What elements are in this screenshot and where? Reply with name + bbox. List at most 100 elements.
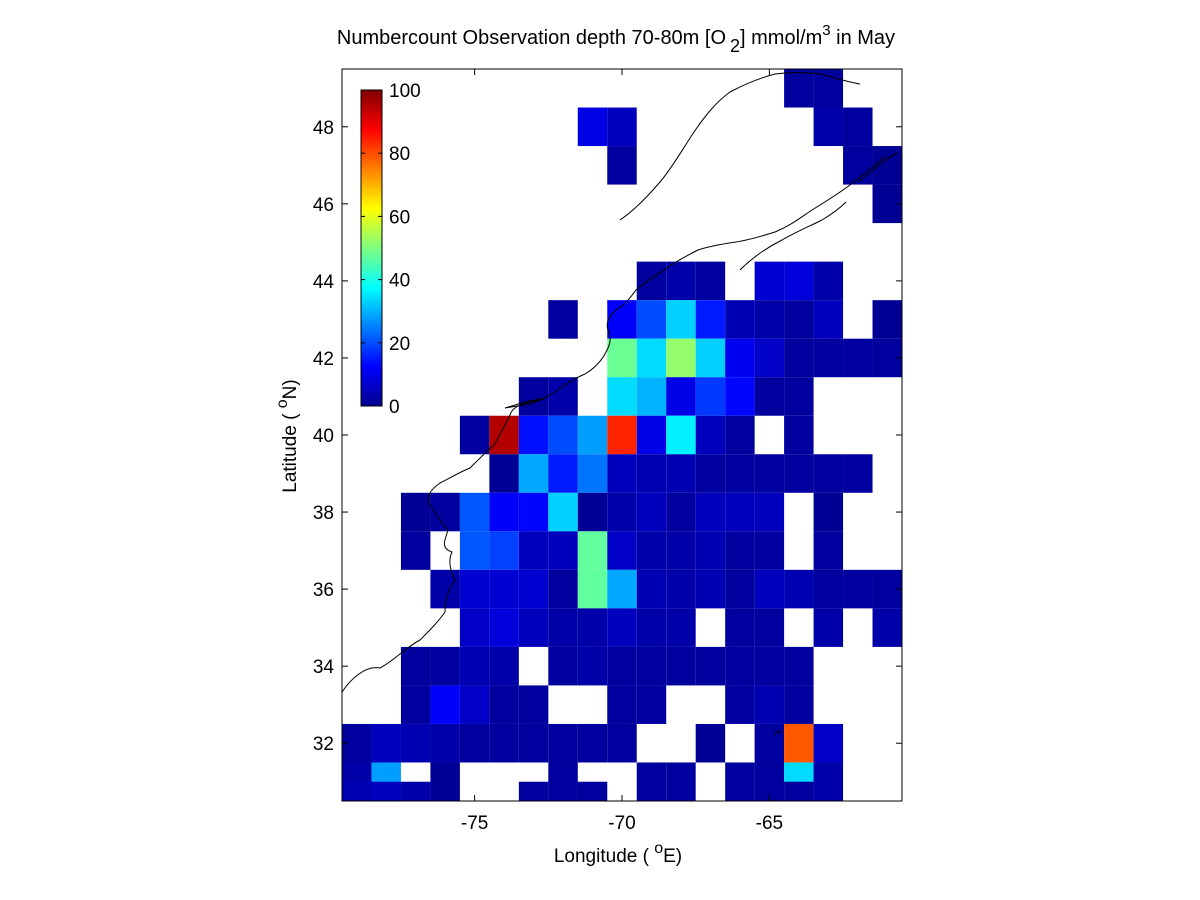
heatmap-cell [607,454,637,493]
x-tick-label: -65 [756,813,783,834]
heatmap-cell [636,415,667,455]
heatmap-cell [430,685,460,724]
heatmap-cell [577,569,608,609]
heatmap-cell [695,492,726,532]
heatmap-cell [577,454,608,493]
heatmap-cell [813,569,844,609]
heatmap-cell [459,723,490,763]
heatmap-cell [548,569,578,609]
y-tick-label: 34 [313,657,335,678]
title-rest: ] mmol/m [740,27,822,49]
heatmap-cell [725,569,755,609]
heatmap-cell [577,531,608,570]
plot-area [341,69,902,801]
heatmap-cell [784,723,814,763]
heatmap-cell [430,492,460,532]
title-subscript: 2 [730,36,740,56]
heatmap-cell [784,569,814,609]
x-tick-label: -75 [461,813,488,834]
heatmap-cell [754,377,785,416]
heatmap-cell [843,146,873,185]
colorbar-ticks: 0 20 40 60 80 100 [361,81,421,418]
heatmap-cell [813,300,844,339]
heatmap-cell [636,531,667,570]
heatmap-cell [636,569,667,609]
heatmap-cell [430,646,460,686]
heatmap-cell [636,492,667,532]
heatmap-cell [813,69,844,108]
heatmap-cell [725,300,755,339]
heatmap-cell [400,781,431,801]
heatmap-cell [695,300,726,339]
heatmap-cell [518,454,549,493]
heatmap-cell [607,685,637,724]
heatmap-cell [843,107,873,147]
colorbar: 0 20 40 60 80 100 [360,81,421,418]
heatmap-cell [725,377,755,416]
y-tick-label: 42 [313,349,334,370]
heatmap-cell [518,608,549,647]
heatmap-cell [518,723,549,763]
heatmap-cell [400,492,431,532]
heatmap-cell [636,338,667,378]
heatmap-cell [636,261,667,301]
heatmap-cell [695,338,726,378]
colorbar-tick-label: 20 [389,334,410,355]
y-label-pre: Latitude ( [280,408,301,493]
heatmap-cell [666,261,696,301]
heatmap-cell [636,762,667,801]
heatmap-cell [577,646,608,686]
coastline-bermuda [773,730,783,736]
heatmap-cell [784,300,814,339]
y-tick-label: 40 [313,426,334,447]
heatmap-cell [695,646,726,686]
heatmap-cell [695,531,726,570]
heatmap-cell [725,531,755,570]
heatmap-cell [784,69,814,108]
heatmap-cell [459,531,490,570]
heatmap-cell [784,781,814,801]
x-axis-label: Longitude ( oE) [554,840,682,867]
heatmap-cell [666,454,696,493]
x-label-pre: Longitude ( [554,846,654,867]
heatmap-cell [695,569,726,609]
heatmap-cell [607,377,637,416]
heatmap-cell [430,569,460,609]
heatmap-cell [695,723,726,763]
heatmap-cell [784,685,814,724]
heatmap-cell [784,454,814,493]
x-tick-label: -70 [608,813,635,834]
heatmap-cell [813,107,844,147]
heatmap-cell [577,492,608,532]
heatmap-cell [607,338,637,378]
heatmap-cell [784,415,814,455]
heatmap-cell [666,608,696,647]
x-label-degree: o [654,840,663,857]
heatmap-cell [725,608,755,647]
title-main: Numbercount Observation depth 70-80m [O [337,27,726,49]
heatmap-cell [725,762,755,801]
heatmap-cell [548,377,578,416]
heatmap-cell [548,415,578,455]
heatmap-cell [636,608,667,647]
heatmap-cell [666,300,696,339]
heatmap-cell [459,685,490,724]
heatmap-cell [813,454,844,493]
heatmap-cell [400,646,431,686]
heatmap-cell [607,608,637,647]
heatmap-cell [518,569,549,609]
coastline-long-island [504,397,546,409]
heatmap-cell [518,531,549,570]
heatmap-cell [784,261,814,301]
y-tick-label: 44 [313,272,335,293]
heatmap-cell [813,338,844,378]
coastline-gulf-stlawrence [619,72,861,221]
heatmap-cell [459,608,490,647]
heatmap-cell [754,454,785,493]
coastline-nova-scotia [739,201,847,271]
heatmap-cell [577,781,608,801]
heatmap-cell [342,781,372,801]
heatmap-cell [577,608,608,647]
heatmap-cell [489,454,519,493]
